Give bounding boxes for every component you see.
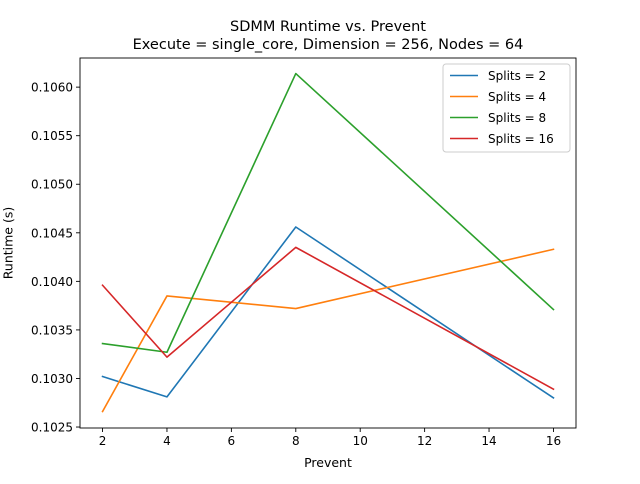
y-tick-label: 0.1060 — [31, 81, 73, 95]
x-tick-label: 10 — [353, 434, 368, 448]
y-tick-label: 0.1040 — [31, 275, 73, 289]
y-axis-label: Runtime (s) — [1, 207, 16, 279]
y-tick-label: 0.1045 — [31, 226, 73, 240]
axis-ticks: 2 4 6 8 10 12 14 16 0.1025 0.1030 0.1035 0.1040 0.10… — [31, 81, 561, 448]
y-tick-label: 0.1035 — [31, 323, 73, 337]
legend-label: Splits = 16 — [488, 132, 554, 146]
y-tick-label: 0.1025 — [31, 421, 73, 435]
legend-label: Splits = 2 — [488, 69, 546, 83]
legend-label: Splits = 8 — [488, 111, 546, 125]
series-line-splits-2 — [101, 226, 555, 400]
x-tick-label: 4 — [163, 434, 171, 448]
series-line-splits-16 — [101, 246, 555, 391]
chart-subtitle: Execute = single_core, Dimension = 256, … — [133, 37, 524, 53]
x-tick-label: 2 — [99, 434, 107, 448]
chart-title: SDMM Runtime vs. Prevent — [230, 19, 426, 35]
series-lines — [101, 72, 555, 413]
x-tick-label: 8 — [292, 434, 300, 448]
legend-label: Splits = 4 — [488, 90, 546, 104]
plot-frame — [79, 57, 577, 429]
x-tick-label: 14 — [481, 434, 496, 448]
y-tick-label: 0.1030 — [31, 372, 73, 386]
y-tick-label: 0.1050 — [31, 178, 73, 192]
y-tick-label: 0.1055 — [31, 129, 73, 143]
x-tick-label: 16 — [546, 434, 561, 448]
x-axis-label: Prevent — [304, 455, 352, 470]
legend-box — [442, 63, 571, 153]
x-tick-label: 6 — [228, 434, 236, 448]
legend: Splits = 2 Splits = 4 Splits = 8 Splits = 1… — [442, 63, 571, 153]
x-tick-label: 12 — [417, 434, 432, 448]
series-line-splits-8 — [101, 72, 555, 354]
